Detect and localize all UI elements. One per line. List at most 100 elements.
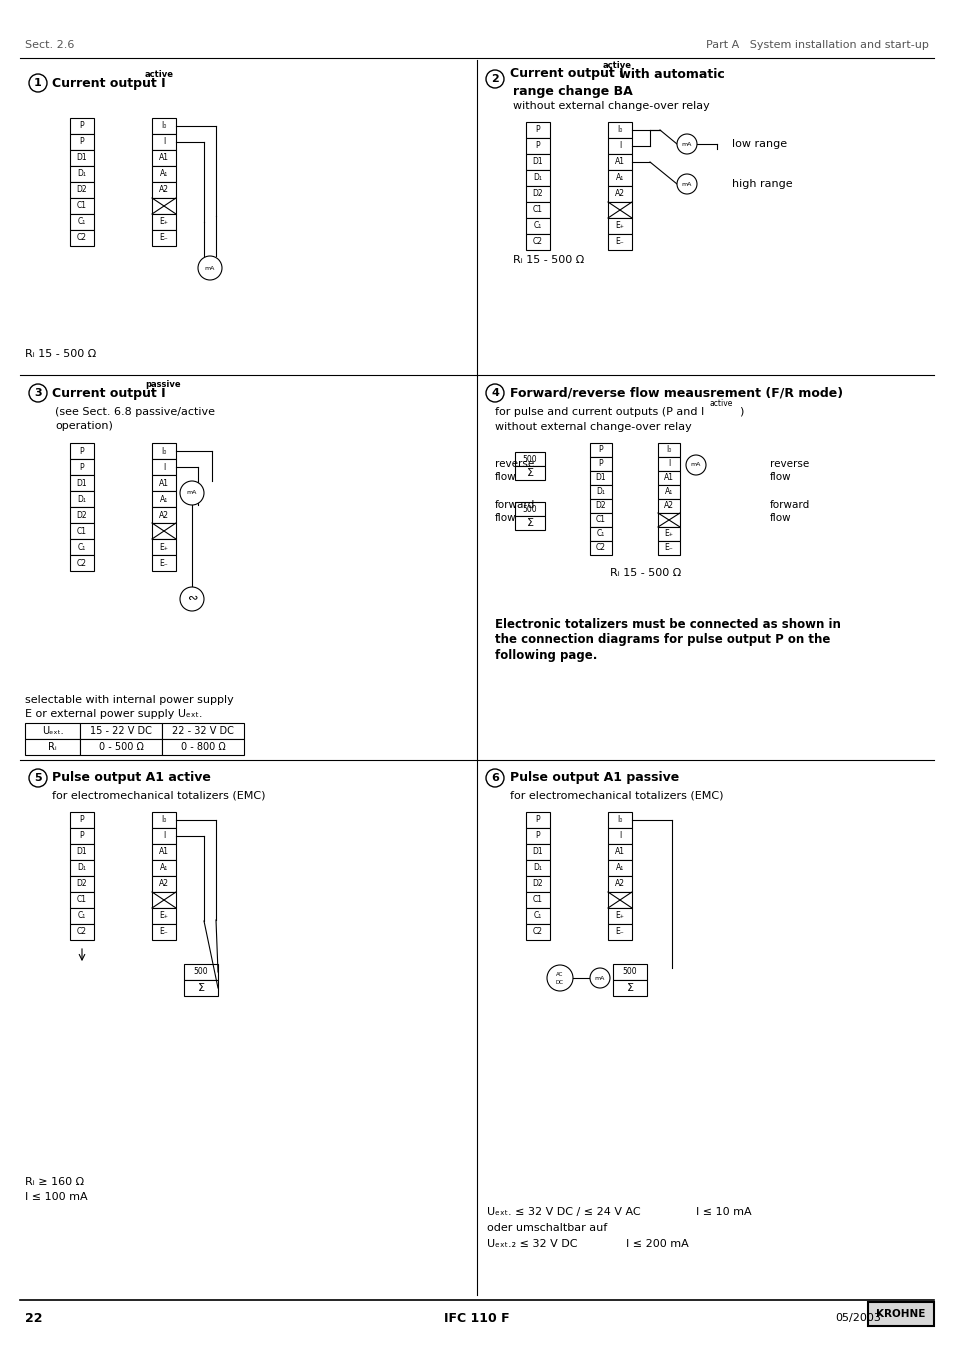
Bar <box>152 523 175 539</box>
Text: 500: 500 <box>522 505 537 513</box>
Text: Σ: Σ <box>526 469 533 478</box>
Text: I₀: I₀ <box>665 445 671 455</box>
Text: A₁: A₁ <box>616 174 623 182</box>
Bar <box>70 860 94 876</box>
Text: forward: forward <box>495 500 535 511</box>
Text: A₁: A₁ <box>616 864 623 872</box>
Text: A2: A2 <box>615 190 624 198</box>
Circle shape <box>180 481 204 505</box>
Text: active: active <box>145 71 173 79</box>
Text: C2: C2 <box>533 928 542 937</box>
Bar <box>658 527 679 540</box>
Text: A₁: A₁ <box>160 494 168 504</box>
Text: 22: 22 <box>25 1312 43 1324</box>
Circle shape <box>677 134 697 153</box>
Bar <box>70 923 94 940</box>
Text: I₀: I₀ <box>161 447 167 455</box>
Bar <box>152 166 175 182</box>
Text: E₊: E₊ <box>159 542 169 551</box>
Bar <box>525 860 550 876</box>
Text: I₀: I₀ <box>617 816 622 824</box>
Bar <box>658 443 679 458</box>
Bar <box>70 539 94 555</box>
Bar <box>525 876 550 892</box>
Text: E₋: E₋ <box>159 928 168 937</box>
Bar <box>607 170 631 186</box>
Text: A₁: A₁ <box>160 170 168 178</box>
Text: C₁: C₁ <box>78 911 86 921</box>
Text: P: P <box>80 121 84 130</box>
Bar <box>525 845 550 860</box>
Text: P: P <box>80 137 84 147</box>
Text: Pulse output A1 active: Pulse output A1 active <box>52 771 211 785</box>
Bar <box>607 219 631 234</box>
Bar <box>589 513 612 527</box>
Bar <box>607 153 631 170</box>
Bar <box>70 523 94 539</box>
Text: 3: 3 <box>34 388 42 398</box>
Circle shape <box>485 71 503 88</box>
Text: E₊: E₊ <box>615 221 624 231</box>
Text: Rᵢ 15 - 500 Ω: Rᵢ 15 - 500 Ω <box>609 568 680 579</box>
Bar <box>525 812 550 828</box>
Text: ): ) <box>739 407 742 417</box>
Bar <box>152 539 175 555</box>
Text: mA: mA <box>187 490 197 496</box>
Bar <box>184 980 218 995</box>
Text: A2: A2 <box>159 186 169 194</box>
Bar <box>152 555 175 570</box>
Bar <box>525 892 550 909</box>
Text: A₁: A₁ <box>664 488 673 497</box>
Bar <box>607 186 631 202</box>
Bar <box>525 234 550 250</box>
Circle shape <box>29 769 47 788</box>
Bar <box>589 443 612 458</box>
Bar <box>80 722 162 739</box>
Bar <box>70 182 94 198</box>
Text: E₋: E₋ <box>159 558 168 568</box>
Text: P: P <box>598 445 602 455</box>
Text: active: active <box>602 61 631 71</box>
Text: 22 - 32 V DC: 22 - 32 V DC <box>172 727 233 736</box>
Text: C₁: C₁ <box>78 217 86 227</box>
Bar <box>589 527 612 540</box>
Bar <box>25 722 80 739</box>
Text: A1: A1 <box>159 153 169 163</box>
Text: C2: C2 <box>533 238 542 247</box>
Bar <box>607 845 631 860</box>
Text: (see Sect. 6.8 passive/active: (see Sect. 6.8 passive/active <box>55 407 214 417</box>
Bar <box>607 909 631 923</box>
Text: E₋: E₋ <box>664 543 673 553</box>
Text: P: P <box>598 459 602 469</box>
Text: IFC 110 F: IFC 110 F <box>444 1312 509 1324</box>
Bar <box>515 502 544 516</box>
Text: D₁: D₁ <box>596 488 605 497</box>
Bar <box>607 202 631 219</box>
Text: C1: C1 <box>77 201 87 210</box>
Circle shape <box>546 966 573 991</box>
Text: D₁: D₁ <box>77 170 87 178</box>
Text: D₁: D₁ <box>533 174 542 182</box>
Text: I ≤ 200 mA: I ≤ 200 mA <box>612 1238 688 1249</box>
Text: A1: A1 <box>159 847 169 857</box>
Text: mA: mA <box>681 182 692 186</box>
Bar <box>607 860 631 876</box>
Bar <box>152 475 175 492</box>
Bar <box>70 892 94 909</box>
Circle shape <box>485 384 503 402</box>
Bar <box>70 845 94 860</box>
Text: D2: D2 <box>76 511 88 520</box>
Text: 0 - 500 Ω: 0 - 500 Ω <box>98 741 143 752</box>
Text: D1: D1 <box>532 847 543 857</box>
Bar <box>152 182 175 198</box>
Bar <box>152 892 175 909</box>
Text: 500: 500 <box>622 967 637 976</box>
Bar <box>607 828 631 845</box>
Bar <box>658 513 679 527</box>
Bar <box>80 739 162 755</box>
Bar <box>152 909 175 923</box>
Text: A2: A2 <box>615 880 624 888</box>
Bar <box>515 516 544 530</box>
Circle shape <box>589 968 609 989</box>
Text: oder umschaltbar auf: oder umschaltbar auf <box>486 1224 607 1233</box>
